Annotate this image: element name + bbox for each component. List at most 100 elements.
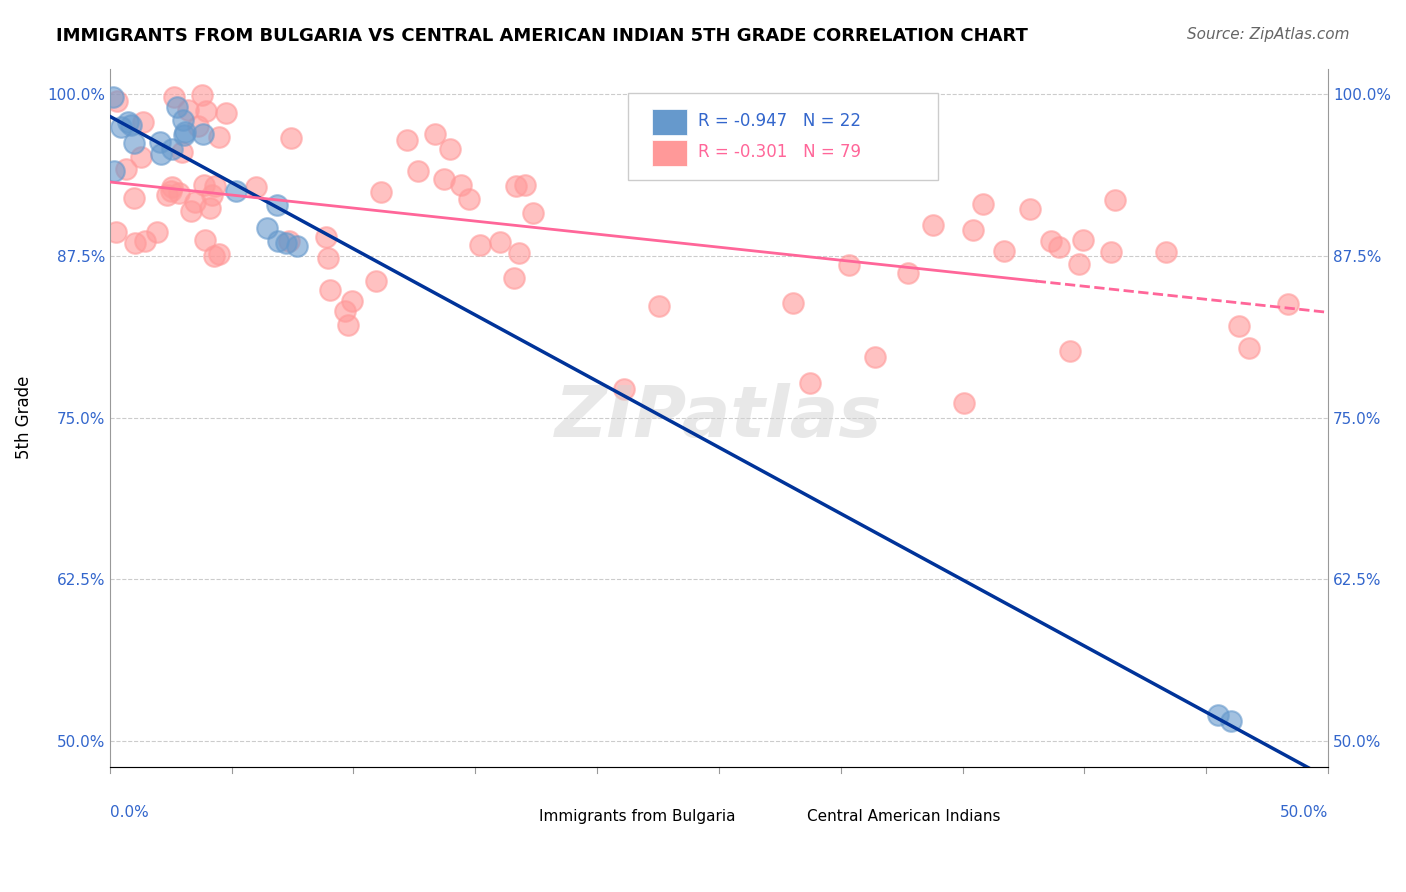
Point [1071,234,1094,248]
Point [103,164,125,178]
Text: R = -0.301   N = 79: R = -0.301 N = 79 [699,143,862,161]
Point [370,186,392,200]
Point [922,219,945,233]
Point [120,118,142,132]
Point [146,226,169,240]
Point [129,150,152,164]
Point [172,112,194,127]
Point [1219,714,1241,729]
Point [505,179,527,194]
Y-axis label: 5th Grade: 5th Grade [15,376,32,459]
Point [1039,234,1062,248]
Point [194,234,217,248]
Point [105,94,128,108]
Point [782,296,804,310]
Point [1237,341,1260,355]
Point [198,201,221,215]
Point [364,274,387,288]
Point [1104,193,1126,207]
FancyBboxPatch shape [627,93,938,180]
Point [1154,245,1177,260]
Point [131,115,153,129]
Point [316,251,339,265]
Point [285,239,308,253]
Point [425,127,447,141]
Point [502,271,524,285]
Point [201,187,224,202]
Point [105,226,128,240]
FancyBboxPatch shape [652,109,688,135]
Point [319,283,342,297]
Point [124,235,146,250]
Point [799,376,821,390]
Point [110,120,132,134]
Point [1067,257,1090,271]
Text: Central American Indians: Central American Indians [807,809,1000,824]
Point [225,184,247,198]
Point [1208,707,1230,722]
Point [515,178,537,192]
Point [315,230,337,244]
Point [406,163,429,178]
Point [952,396,974,410]
Point [333,303,356,318]
Point [1099,245,1122,260]
Point [149,147,172,161]
Point [134,234,156,248]
Point [187,119,209,133]
Point [115,162,138,177]
Point [433,171,456,186]
Point [1019,202,1042,216]
Point [266,235,288,249]
Point [160,180,183,194]
FancyBboxPatch shape [491,803,530,830]
Point [191,128,214,142]
Point [280,131,302,145]
Text: Source: ZipAtlas.com: Source: ZipAtlas.com [1187,27,1350,42]
Text: ZIPatlas: ZIPatlas [555,383,883,452]
Point [962,223,984,237]
Point [184,195,207,210]
Point [208,129,231,144]
Point [838,258,860,272]
Point [193,178,215,192]
Point [163,90,186,104]
Point [450,178,472,193]
Text: Immigrants from Bulgaria: Immigrants from Bulgaria [538,809,735,824]
Point [173,128,195,142]
Point [1047,240,1070,254]
Point [863,350,886,364]
Point [458,192,481,206]
Text: 50.0%: 50.0% [1279,805,1329,820]
Point [1277,297,1299,311]
Point [508,245,530,260]
Point [122,136,145,150]
Point [174,125,197,139]
Point [167,186,190,200]
Point [266,198,288,212]
Point [489,235,512,249]
Point [166,100,188,114]
FancyBboxPatch shape [759,803,799,830]
Point [180,204,202,219]
Point [204,178,226,193]
Point [897,266,920,280]
Point [613,382,636,396]
Point [148,135,170,149]
Point [122,191,145,205]
Point [972,197,994,211]
Point [156,188,179,202]
Point [396,133,419,147]
Point [439,143,461,157]
Point [1059,344,1081,359]
Text: IMMIGRANTS FROM BULGARIA VS CENTRAL AMERICAN INDIAN 5TH GRADE CORRELATION CHART: IMMIGRANTS FROM BULGARIA VS CENTRAL AMER… [56,27,1028,45]
Point [101,89,124,103]
Point [202,249,225,263]
Point [1227,318,1250,333]
Point [176,103,198,117]
Text: 0.0%: 0.0% [110,805,149,820]
Point [337,318,360,333]
Point [194,103,217,118]
Point [277,234,299,248]
Point [160,184,183,198]
